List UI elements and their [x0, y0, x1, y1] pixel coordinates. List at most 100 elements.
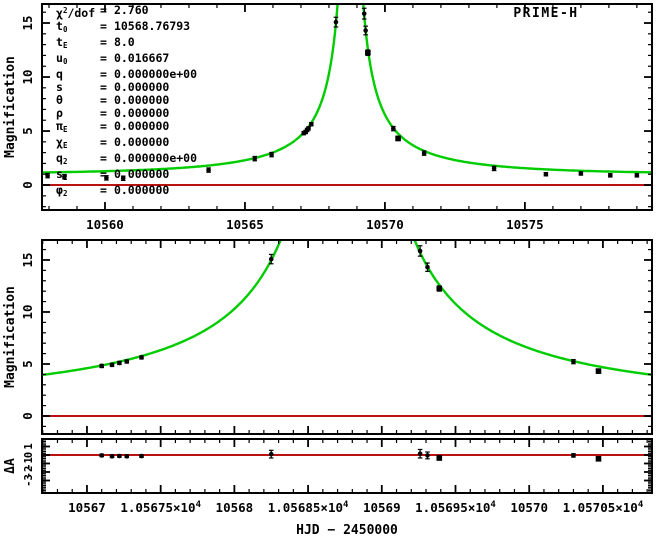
- panel-frame: [41, 3, 653, 211]
- dataset-label: PRIME-H: [513, 6, 579, 21]
- data-point: [417, 248, 423, 254]
- y-tick-label: 0: [23, 452, 35, 458]
- y-tick-label: -2: [23, 466, 35, 479]
- y-tick-label: 15: [20, 252, 35, 267]
- data-point-square: [365, 49, 371, 56]
- equals-sign: =: [100, 51, 107, 65]
- x-tick-label: 10560: [86, 217, 124, 232]
- data-point: [306, 126, 311, 131]
- y-tick-label: 10: [20, 304, 35, 319]
- panel-frame: [41, 239, 653, 435]
- y-tick-label: 5: [20, 360, 35, 368]
- data-point: [425, 453, 430, 458]
- data-point: [571, 359, 576, 364]
- x-tick-label: 1.05675×104: [120, 500, 201, 515]
- data-point: [139, 355, 144, 360]
- data-point-square: [436, 285, 443, 292]
- equals-sign: =: [100, 67, 107, 81]
- parameter-name: tE: [56, 35, 68, 51]
- data-point: [99, 363, 105, 369]
- x-tick-label: 1.05705×104: [563, 500, 644, 515]
- panel-res: 10567 1.05675×104 10568 1.05685×104 10569 1.0…: [3, 438, 653, 538]
- x-tick-label: 10568: [216, 500, 254, 515]
- parameter-value: 0.000000: [113, 106, 170, 120]
- parameter-value: 0.000000: [113, 93, 170, 107]
- data-point: [109, 453, 115, 459]
- data-point: [252, 156, 258, 161]
- data-point: [104, 175, 109, 181]
- model-curve: [42, 4, 652, 174]
- fit-parameter-row: u0 = 0.016667: [56, 52, 197, 68]
- parameter-value: 0.000000: [113, 119, 170, 133]
- parameter-value: 0.000000e+00: [113, 67, 198, 81]
- data-points: [99, 448, 602, 462]
- fit-parameter-list: χ2/dof = 2.760 t0 = 10568.76793 tE = 8.0 u0 = 0.016…: [56, 4, 197, 200]
- panel-frame: [41, 438, 653, 494]
- y-tick-label: -1: [23, 457, 35, 470]
- data-point: [578, 171, 584, 176]
- data-point: [117, 453, 122, 459]
- fit-parameter-row: ρ = 0.000000: [56, 107, 197, 120]
- data-points: [45, 7, 640, 181]
- data-point: [269, 152, 274, 157]
- parameter-value: 0.016667: [113, 51, 170, 65]
- fit-parameter-row: q2 = 0.000000e+00: [56, 152, 197, 168]
- parameter-value: 10568.76793: [113, 19, 191, 33]
- x-axis-title: HJD − 2450000: [296, 523, 398, 538]
- data-point: [62, 174, 67, 179]
- equals-sign: =: [100, 35, 107, 49]
- data-point: [206, 167, 211, 173]
- data-point: [120, 175, 126, 181]
- x-tick-label: 1.05685×104: [268, 500, 349, 515]
- panel-top: 10560 10565 10570 10575 0 5 10 15 Magnification: [3, 3, 653, 232]
- data-point-square: [395, 135, 401, 142]
- parameter-name: φ2: [56, 183, 68, 199]
- data-points: [99, 245, 602, 374]
- fit-parameter-row: q = 0.000000e+00: [56, 68, 197, 81]
- fit-parameter-row: φ2 = 0.000000: [56, 184, 197, 200]
- data-point-square: [595, 368, 602, 374]
- parameter-name: u0: [56, 51, 68, 67]
- parameter-value: 0.000000: [113, 80, 170, 94]
- parameter-name: θ: [56, 93, 63, 107]
- data-point: [333, 19, 339, 25]
- x-tick-label: 1.05695×104: [415, 500, 496, 515]
- x-tick-label: 10569: [363, 500, 401, 515]
- fit-parameter-row: πE = 0.000000: [56, 120, 197, 136]
- parameter-value: 8.0: [113, 35, 135, 49]
- equals-sign: =: [100, 106, 107, 120]
- y-axis-title: ΔA: [3, 458, 18, 474]
- parameter-name: χ2/dof: [56, 6, 96, 20]
- parameter-name: πE: [56, 119, 68, 135]
- data-point: [124, 359, 130, 364]
- parameter-value: 0.000000: [113, 183, 170, 197]
- y-axis-title: Magnification: [3, 56, 18, 158]
- data-point: [117, 360, 122, 366]
- data-point: [268, 451, 274, 457]
- parameter-name: s2: [56, 167, 68, 183]
- y-axis-title: Magnification: [3, 286, 18, 388]
- equals-sign: =: [100, 93, 107, 107]
- data-point: [361, 11, 367, 16]
- x-tick-label: 10567: [68, 500, 106, 515]
- y-tick-label: 10: [20, 69, 35, 84]
- data-point: [363, 28, 368, 33]
- fit-parameter-row: s = 0.000000: [56, 81, 197, 94]
- data-point: [45, 173, 50, 178]
- data-point-square: [595, 456, 602, 462]
- equals-sign: =: [100, 135, 107, 149]
- equals-sign: =: [100, 151, 107, 165]
- parameter-value: 0.000000: [113, 135, 170, 149]
- fit-parameter-row: χE = 0.000000: [56, 136, 197, 152]
- equals-sign: =: [100, 80, 107, 94]
- equals-sign: =: [100, 119, 107, 133]
- data-point: [391, 126, 396, 131]
- data-point: [99, 453, 105, 458]
- y-tick-label: 0: [20, 181, 35, 189]
- equals-sign: =: [100, 3, 107, 17]
- panel-bottom: 0 5 10 15 Magnification: [3, 239, 653, 435]
- y-tick-label: 0: [20, 412, 35, 420]
- parameter-name: χE: [56, 135, 68, 151]
